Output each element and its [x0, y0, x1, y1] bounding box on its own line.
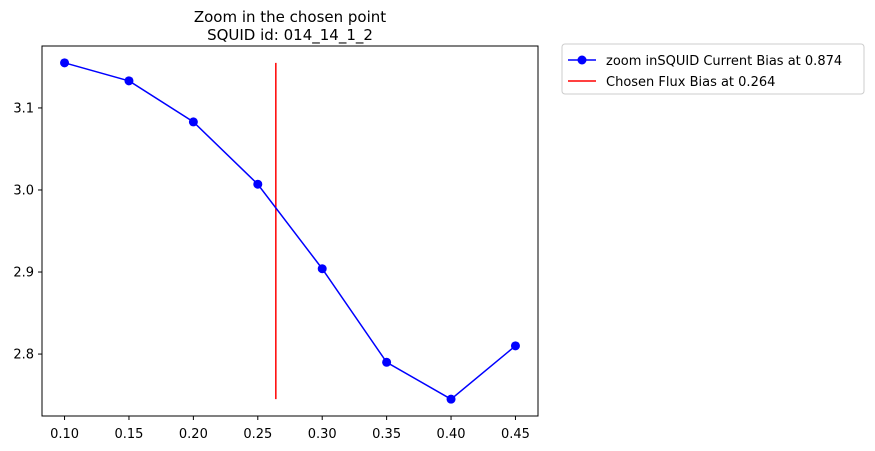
legend-series-marker [577, 55, 587, 65]
legend-box [561, 43, 865, 95]
x-axis: 0.10 0.15 0.20 0.25 0.30 0.35 0.40 0.45 [50, 416, 530, 442]
data-point [124, 76, 134, 86]
x-tick-label: 0.30 [308, 427, 337, 442]
y-tick-label: 3.0 [13, 183, 34, 198]
data-point [253, 179, 263, 189]
chart-title-line-2: SQUID id: 014_14_1_2 [207, 26, 373, 45]
chart-title-line-1: Zoom in the chosen point [194, 8, 386, 26]
data-point [382, 357, 392, 367]
y-axis: 2.8 2.9 3.0 3.1 [13, 101, 42, 363]
data-point [317, 264, 327, 274]
data-point [510, 341, 520, 351]
data-point [446, 394, 456, 404]
x-tick-label: 0.15 [114, 427, 143, 442]
data-point [60, 58, 70, 68]
legend: zoom inSQUID Current Bias at 0.874 Chose… [561, 43, 865, 95]
data-point [188, 117, 198, 127]
series-line [64, 62, 516, 401]
legend-series-label: zoom inSQUID Current Bias at 0.874 [606, 54, 842, 69]
x-tick-label: 0.10 [50, 427, 79, 442]
y-tick-label: 2.9 [13, 266, 34, 281]
x-tick-label: 0.40 [437, 427, 466, 442]
series-layer [60, 58, 520, 404]
x-tick-label: 0.25 [243, 427, 272, 442]
plot-area [41, 45, 539, 417]
legend-vline-label: Chosen Flux Bias at 0.264 [606, 75, 775, 90]
x-tick-label: 0.45 [501, 427, 530, 442]
y-tick-label: 3.1 [13, 101, 34, 116]
x-tick-label: 0.35 [372, 427, 401, 442]
x-tick-label: 0.20 [179, 427, 208, 442]
y-tick-label: 2.8 [13, 348, 34, 363]
